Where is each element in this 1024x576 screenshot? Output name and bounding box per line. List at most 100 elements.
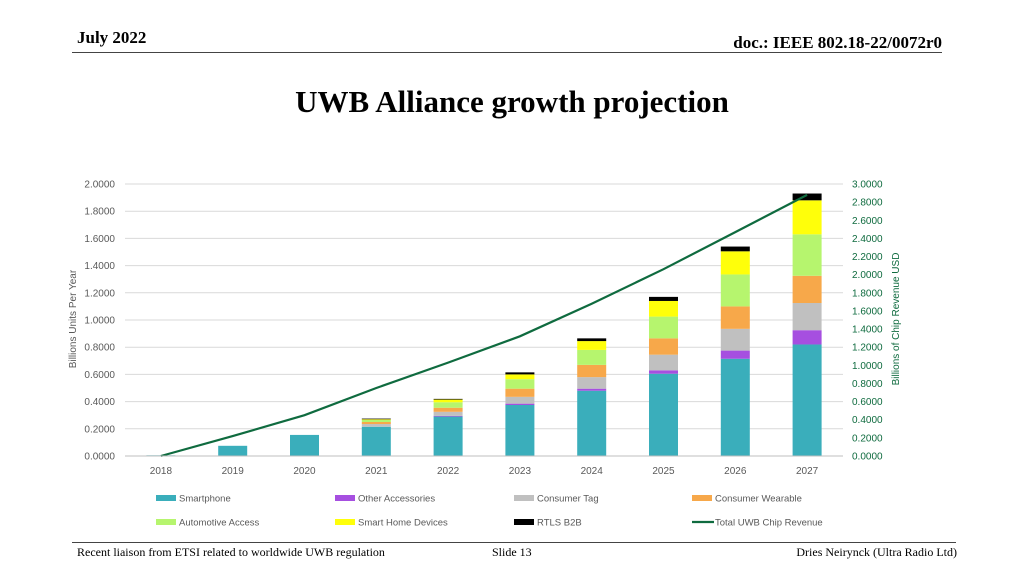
y-right-tick-label: 2.0000 — [852, 270, 883, 281]
bar-segment-consumer-wearable — [720, 306, 750, 329]
x-tick-label: 2023 — [509, 466, 532, 477]
bar-segment-automotive-access — [720, 274, 750, 307]
bar-segment-consumer-wearable — [505, 388, 535, 397]
stacked-bars — [146, 193, 822, 456]
bar-segment-automotive-access — [505, 379, 535, 389]
bar-segment-smartphone — [290, 434, 319, 456]
y-right-tick-label: 2.2000 — [852, 252, 883, 263]
bar-segment-smartphone — [720, 358, 750, 456]
bar-segment-smart-home-devices — [361, 419, 391, 420]
legend-swatch-automotive-access — [156, 519, 176, 525]
footer-divider — [72, 542, 956, 543]
legend-label-rtls-b2b: RTLS B2B — [537, 518, 582, 529]
footer-author: Dries Neirynck (Ultra Radio Ltd) — [796, 545, 957, 559]
bar-segment-consumer-tag — [577, 377, 607, 389]
legend-swatch-rtls-b2b — [514, 519, 534, 525]
bar-segment-other-accessories — [720, 350, 750, 359]
bar-segment-consumer-wearable — [792, 275, 822, 303]
y-right-tick-label: 2.4000 — [852, 234, 883, 245]
bar-segment-smartphone — [792, 344, 822, 456]
legend-label-consumer-tag: Consumer Tag — [537, 494, 599, 505]
bar-segment-rtls-b2b — [792, 193, 822, 201]
y-right-tick-label: 0.6000 — [852, 397, 883, 408]
y-left-tick-label: 1.8000 — [84, 207, 115, 218]
bar-segment-smart-home-devices — [433, 399, 463, 403]
bar-segment-consumer-tag — [433, 411, 463, 416]
bar-segment-smartphone — [649, 373, 678, 456]
y-left-tick-label: 1.0000 — [84, 316, 115, 327]
x-tick-label: 2021 — [365, 466, 388, 477]
footer-left-text: Recent liaison from ETSI related to worl… — [77, 545, 385, 559]
x-tick-label: 2022 — [437, 466, 460, 477]
legend: Smartphone Other Accessories Consumer Tag C… — [156, 494, 823, 529]
y-left-tick-label: 0.4000 — [84, 397, 115, 408]
y-right-tick-label: 1.8000 — [852, 288, 883, 299]
bar-segment-smart-home-devices — [720, 251, 750, 275]
bar-segment-rtls-b2b — [577, 338, 607, 342]
bar-segment-automotive-access — [792, 234, 822, 276]
y-right-tick-label: 1.4000 — [852, 325, 883, 336]
bar-segment-automotive-access — [649, 316, 678, 339]
y-left-tick-label: 1.2000 — [84, 288, 115, 299]
y-right-tick-label: 0.8000 — [852, 379, 883, 390]
bar-segment-other-accessories — [649, 370, 678, 374]
bar-segment-consumer-tag — [505, 396, 535, 404]
bar-segment-smart-home-devices — [577, 341, 607, 350]
bar-segment-rtls-b2b — [433, 398, 463, 400]
total-revenue-line — [160, 193, 808, 458]
x-tick-label: 2018 — [150, 466, 173, 477]
bar-segment-smartphone — [505, 405, 535, 456]
bar-segment-consumer-wearable — [649, 338, 678, 355]
header-doc-id: doc.: IEEE 802.18-22/0072r0 — [733, 33, 942, 52]
bar-segment-rtls-b2b — [505, 372, 535, 375]
header-date: July 2022 — [77, 28, 147, 47]
x-tick-label: 2025 — [652, 466, 675, 477]
bar-segment-consumer-wearable — [577, 364, 607, 378]
revenue-line-layer — [160, 193, 808, 458]
bar-segment-automotive-access — [361, 419, 391, 422]
slide-number: Slide 13 — [492, 545, 532, 559]
bar-segment-smartphone — [361, 426, 391, 456]
legend-swatch-other-accessories — [335, 495, 355, 501]
legend-label-smart-home-devices: Smart Home Devices — [358, 518, 448, 529]
bar-segment-automotive-access — [577, 349, 607, 365]
x-tick-label: 2019 — [222, 466, 245, 477]
legend-label-total-uwb-chip-revenue: Total UWB Chip Revenue — [715, 518, 823, 529]
y-right-tick-label: 3.0000 — [852, 180, 883, 191]
y-left-tick-label: 0.0000 — [84, 452, 115, 463]
bar-segment-smartphone — [218, 445, 248, 456]
bar-segment-consumer-tag — [720, 328, 750, 351]
bar-segment-rtls-b2b — [361, 418, 391, 420]
legend-swatch-consumer-wearable — [692, 495, 712, 501]
bar-segment-consumer-wearable — [361, 422, 391, 425]
bar-segment-smart-home-devices — [792, 200, 822, 235]
bar-segment-smartphone — [577, 390, 607, 456]
bar-segment-automotive-access — [433, 402, 463, 408]
y-left-tick-label: 2.0000 — [84, 180, 115, 191]
x-tick-label: 2020 — [293, 466, 316, 477]
bar-segment-consumer-wearable — [433, 407, 463, 412]
y-left-tick-label: 0.8000 — [84, 343, 115, 354]
y-right-tick-label: 2.8000 — [852, 198, 883, 209]
bar-segment-rtls-b2b — [649, 296, 678, 301]
y-right-tick-label: 1.2000 — [852, 343, 883, 354]
x-tick-label: 2027 — [796, 466, 819, 477]
bar-segment-smart-home-devices — [505, 374, 535, 380]
bar-segment-consumer-tag — [792, 303, 822, 331]
bar-segment-other-accessories — [433, 415, 463, 417]
y-right-tick-label: 2.6000 — [852, 216, 883, 227]
legend-label-consumer-wearable: Consumer Wearable — [715, 494, 802, 505]
bar-segment-other-accessories — [792, 330, 822, 345]
bar-segment-smartphone — [433, 416, 463, 456]
x-tick-label: 2024 — [581, 466, 604, 477]
bar-segment-other-accessories — [577, 388, 607, 391]
slide-title: UWB Alliance growth projection — [295, 84, 729, 119]
bar-segment-rtls-b2b — [720, 246, 750, 252]
x-tick-label: 2026 — [724, 466, 747, 477]
y-axis-left-label: Billions Units Per Year — [68, 269, 79, 368]
bar-segment-other-accessories — [505, 403, 535, 405]
y-left-tick-label: 1.4000 — [84, 261, 115, 272]
axes: Billions Units Per Year Billions of Chip… — [68, 180, 902, 478]
y-left-tick-label: 0.6000 — [84, 370, 115, 381]
